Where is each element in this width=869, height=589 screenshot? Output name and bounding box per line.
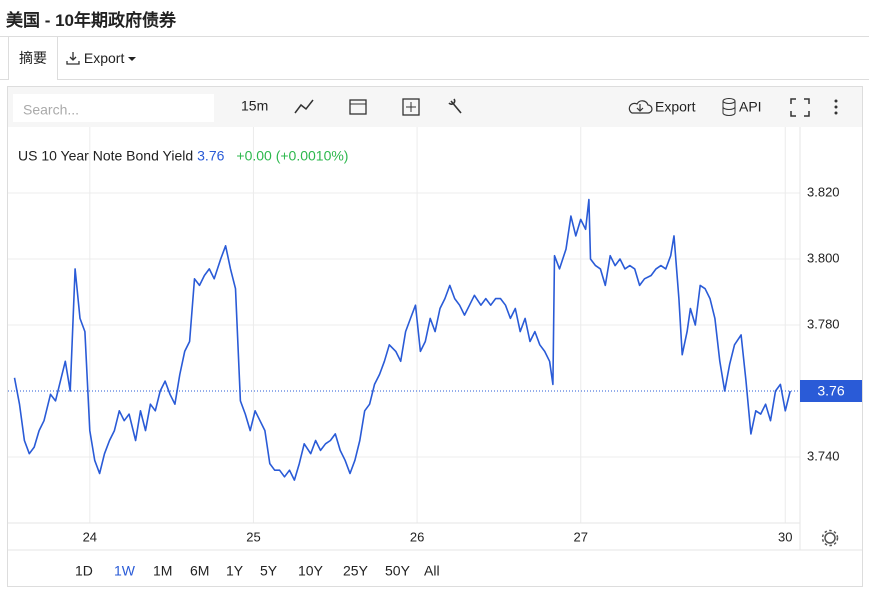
tools-icon[interactable]	[448, 98, 462, 114]
x-tick-label: 24	[83, 529, 97, 544]
x-tick-label: 30	[778, 529, 792, 544]
range-button[interactable]: 5Y	[260, 563, 278, 579]
caret	[128, 57, 137, 61]
download-icon	[66, 52, 80, 65]
x-tick-label: 27	[573, 529, 587, 544]
y-tick-label: 3.820	[807, 184, 840, 199]
x-tick-label: 26	[410, 529, 424, 544]
interval[interactable]: 15m	[241, 98, 268, 114]
range-button[interactable]: 25Y	[343, 563, 369, 579]
chart-widget: Search... 15m Export API US 10 Year Note…	[7, 86, 863, 587]
page-title: 美国 - 10年期政府债券	[6, 11, 177, 30]
x-tick-label: 25	[246, 529, 260, 544]
add-icon[interactable]	[402, 98, 420, 116]
legend-value: 3.76	[197, 148, 224, 164]
settings-icon[interactable]	[821, 529, 839, 547]
range-button[interactable]: All	[424, 563, 440, 579]
range-button[interactable]: 1D	[75, 563, 93, 579]
range-button[interactable]: 50Y	[385, 563, 411, 579]
chart-type-icon[interactable]	[294, 99, 314, 114]
current-price-label: 3.76	[817, 383, 844, 399]
range-button[interactable]: 1M	[153, 563, 172, 579]
tabs: 摘要 Export	[0, 37, 869, 80]
range-button[interactable]: 1Y	[226, 563, 244, 579]
tab-summary[interactable]: 摘要	[8, 37, 58, 80]
tab-export-label: Export	[83, 50, 125, 66]
chart: Search... 15m Export API US 10 Year Note…	[8, 87, 862, 579]
tab-export[interactable]: Export	[66, 37, 137, 79]
range-button[interactable]: 10Y	[298, 563, 324, 579]
toolbar-export[interactable]: Export	[655, 99, 696, 115]
legend-name: US 10 Year Note Bond Yield	[18, 148, 193, 164]
db-icon[interactable]	[722, 98, 736, 116]
range-button[interactable]: 6M	[190, 563, 209, 579]
y-tick-label: 3.780	[807, 316, 840, 331]
y-tick-label: 3.740	[807, 448, 840, 463]
series-line	[13, 198, 791, 481]
search-placeholder: Search...	[23, 102, 79, 118]
y-tick-label: 3.800	[807, 250, 840, 265]
header: 美国 - 10年期政府债券	[0, 0, 869, 37]
current-price-badge	[800, 380, 862, 402]
legend-change: +0.00 (+0.0010%)	[236, 148, 348, 164]
calendar-icon[interactable]	[349, 99, 367, 115]
cloud-icon[interactable]	[628, 100, 653, 114]
more-icon[interactable]	[834, 99, 838, 115]
range-button[interactable]: 1W	[114, 563, 136, 579]
toolbar-api[interactable]: API	[739, 99, 762, 115]
search-box[interactable]	[13, 94, 214, 122]
fullscreen-icon[interactable]	[790, 98, 810, 117]
